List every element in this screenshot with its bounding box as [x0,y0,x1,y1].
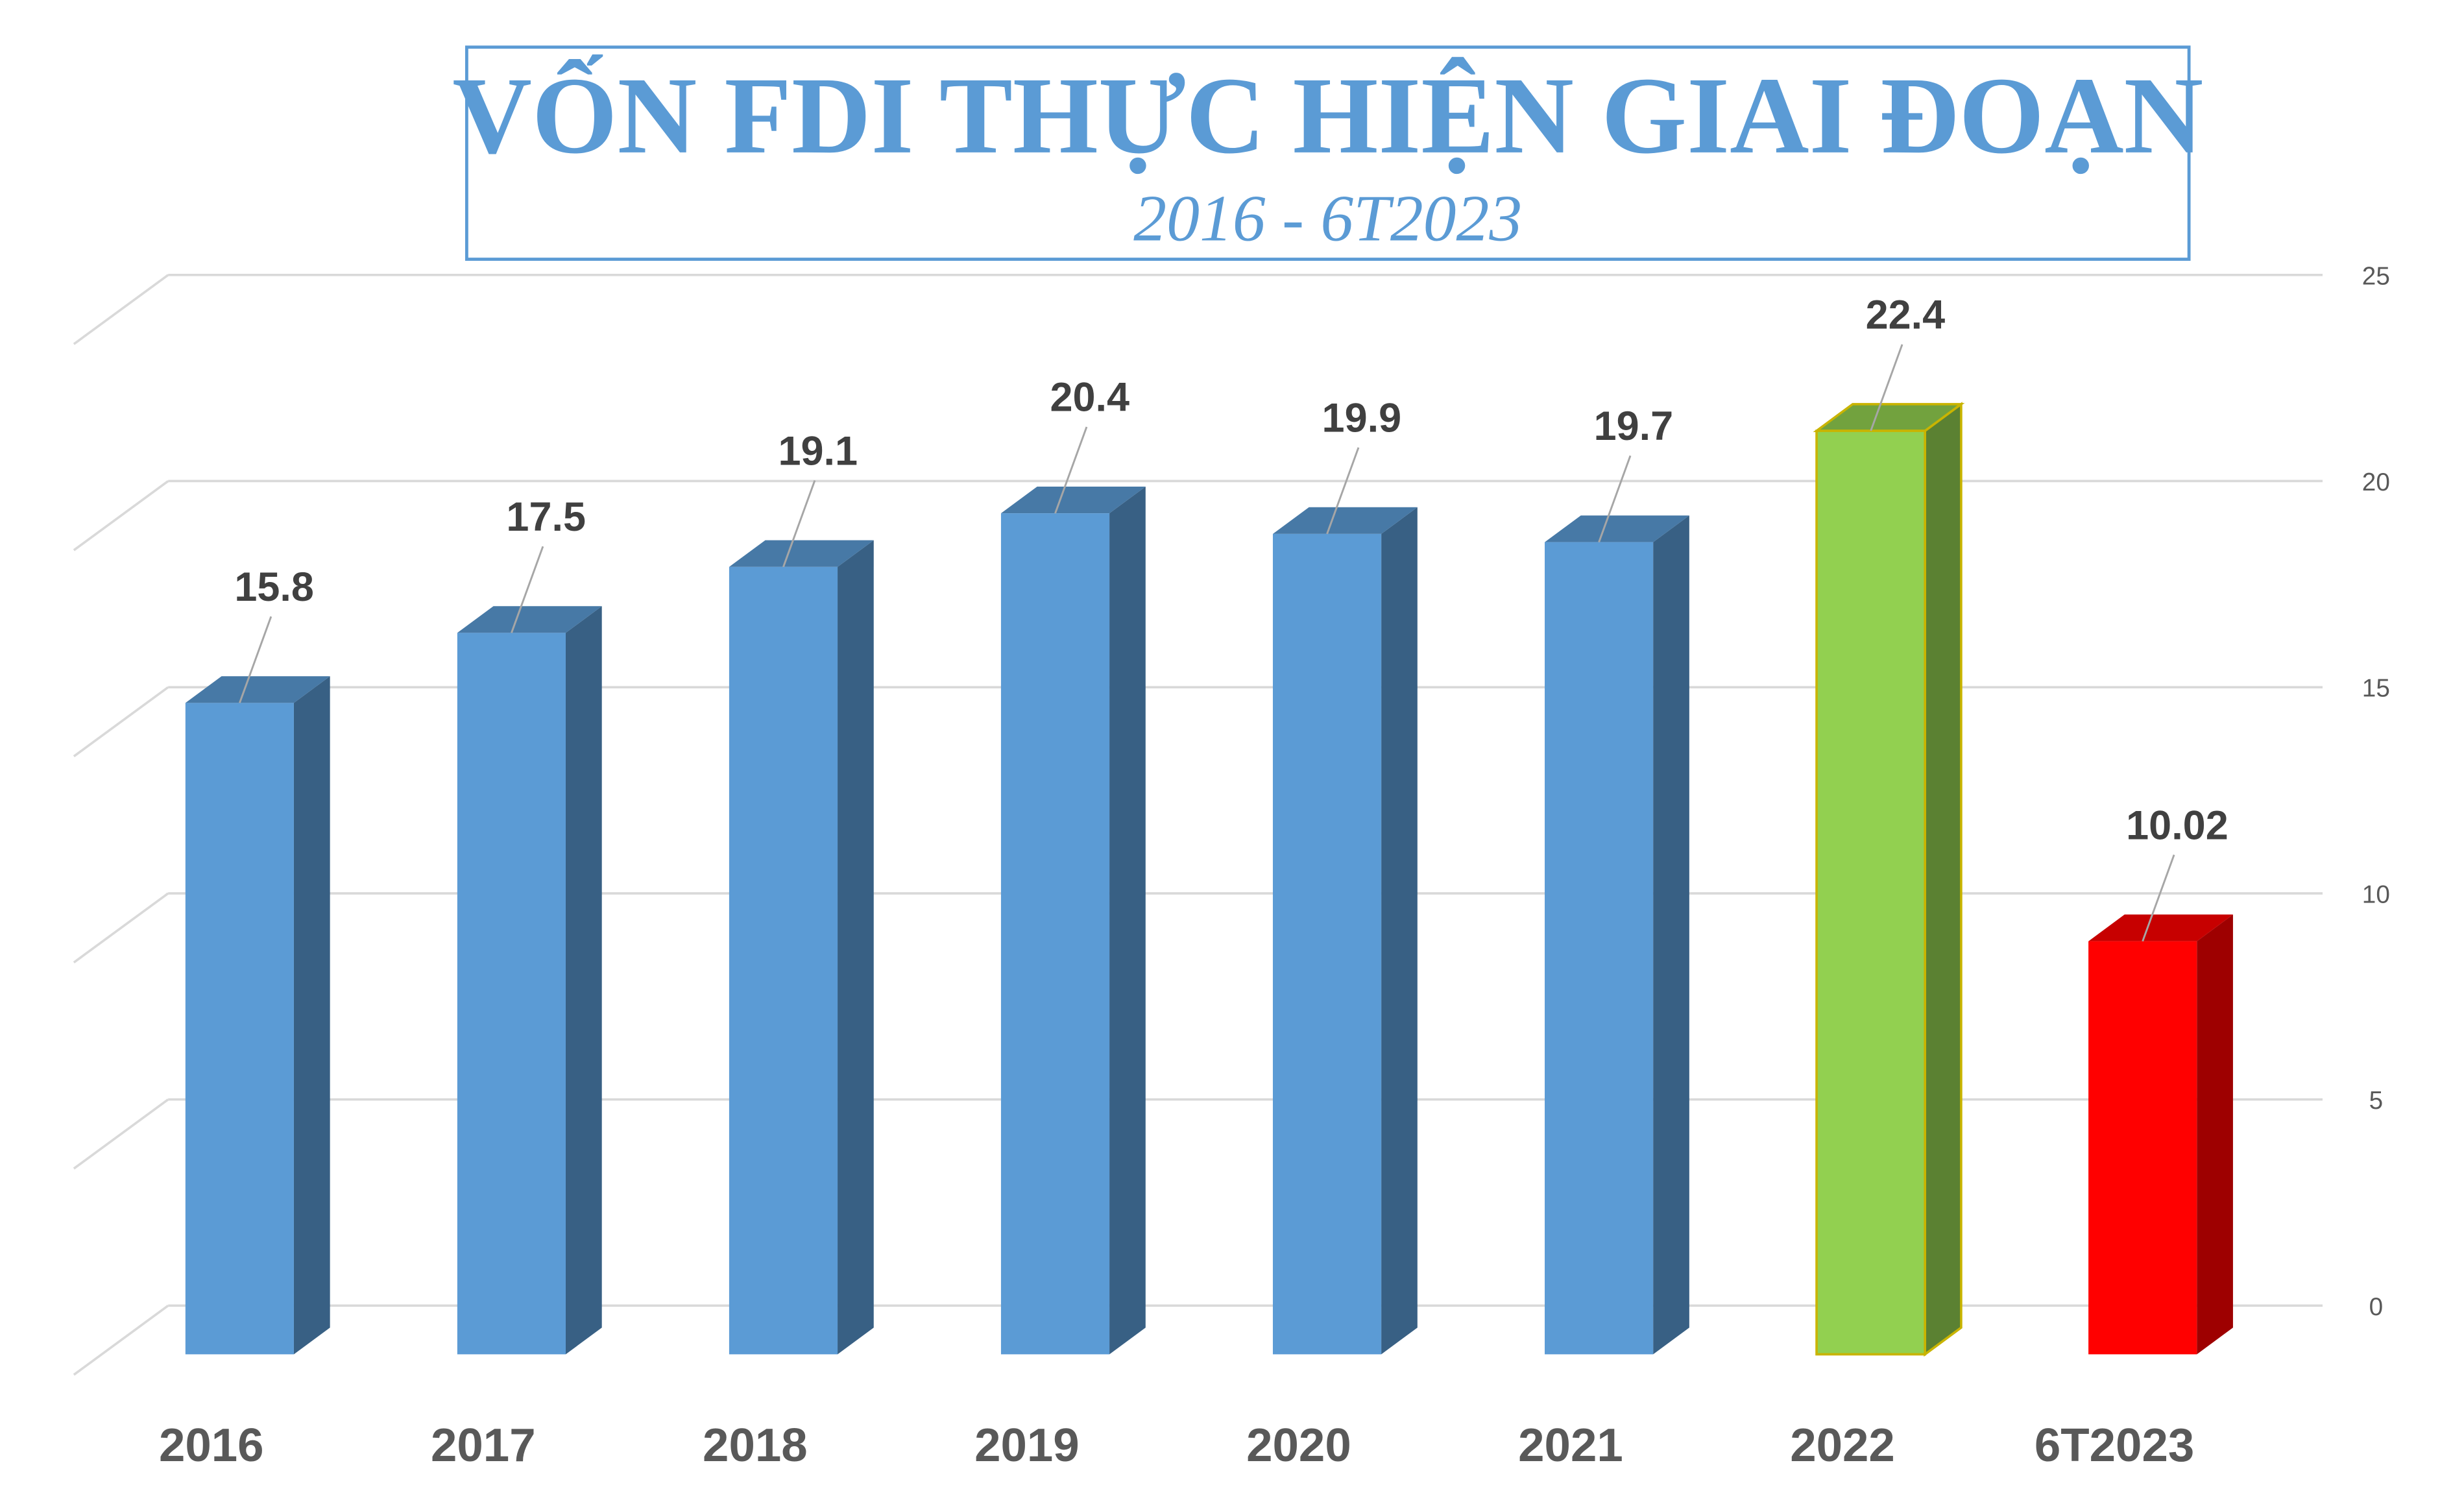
bar [1272,533,1382,1355]
bar [1000,513,1110,1355]
x-tick-label: 2022 [1790,1419,1895,1472]
bar [1815,430,1927,1356]
x-tick-label: 2019 [974,1419,1080,1472]
value-label: 15.8 [234,564,314,610]
bar-side [293,676,330,1355]
leader-line [511,546,544,633]
bar-side [1109,486,1146,1355]
bar [457,633,566,1355]
bar-side [1924,402,1963,1357]
bar-top [1545,515,1689,542]
bar-top [729,540,874,567]
bar-top [2088,914,2233,941]
grid-line-side [73,1098,169,1170]
bar-top [457,606,602,633]
x-tick-label: 6T2023 [2035,1419,2194,1472]
value-label: 19.1 [778,428,858,474]
bar [1545,542,1654,1355]
bar [2088,941,2197,1355]
bar-side [1653,515,1689,1355]
leader-line [782,480,816,568]
value-label: 22.4 [1866,293,1946,338]
chart-subtitle: 2016 - 6T2023 [1133,182,1522,256]
grid-line-side [73,686,169,758]
leader-line [1326,447,1360,535]
value-label: 19.7 [1594,404,1674,449]
bar-side [838,540,874,1355]
grid-line-side [73,892,169,963]
y-tick-label: 5 [2369,1087,2384,1115]
bar-top [185,676,330,703]
y-tick-label: 15 [2362,675,2390,703]
x-tick-label: 2018 [703,1419,808,1472]
leader-line [1054,426,1088,514]
grid-line-side [73,1304,169,1376]
y-tick-label: 25 [2362,262,2390,290]
y-tick-label: 20 [2362,468,2390,496]
bar [729,566,838,1355]
value-label: 17.5 [506,494,586,540]
value-label: 10.02 [2126,803,2228,848]
bar [185,703,294,1355]
leader-line [239,616,272,703]
value-label: 20.4 [1050,375,1130,420]
x-tick-label: 2016 [159,1419,264,1472]
bar-top [1000,486,1146,514]
grid-line-side [73,274,169,345]
bar-side [1381,507,1418,1355]
y-tick-label: 0 [2369,1293,2384,1321]
title-box [465,45,2191,261]
leader-line [1870,344,1903,431]
grid-line-side [73,480,169,551]
x-tick-label: 2017 [431,1419,536,1472]
leader-line [2142,854,2175,942]
value-label: 19.9 [1322,396,1402,441]
y-tick-label: 10 [2362,880,2390,908]
bar-side [2197,914,2233,1355]
bar-side [565,606,602,1355]
bar-top [1272,507,1418,534]
x-tick-label: 2021 [1518,1419,1623,1472]
x-tick-label: 2020 [1246,1419,1351,1472]
leader-line [1598,455,1632,543]
chart-title: VỐN FDI THỰC HIỆN GIAI ĐOẠN [452,55,2203,176]
